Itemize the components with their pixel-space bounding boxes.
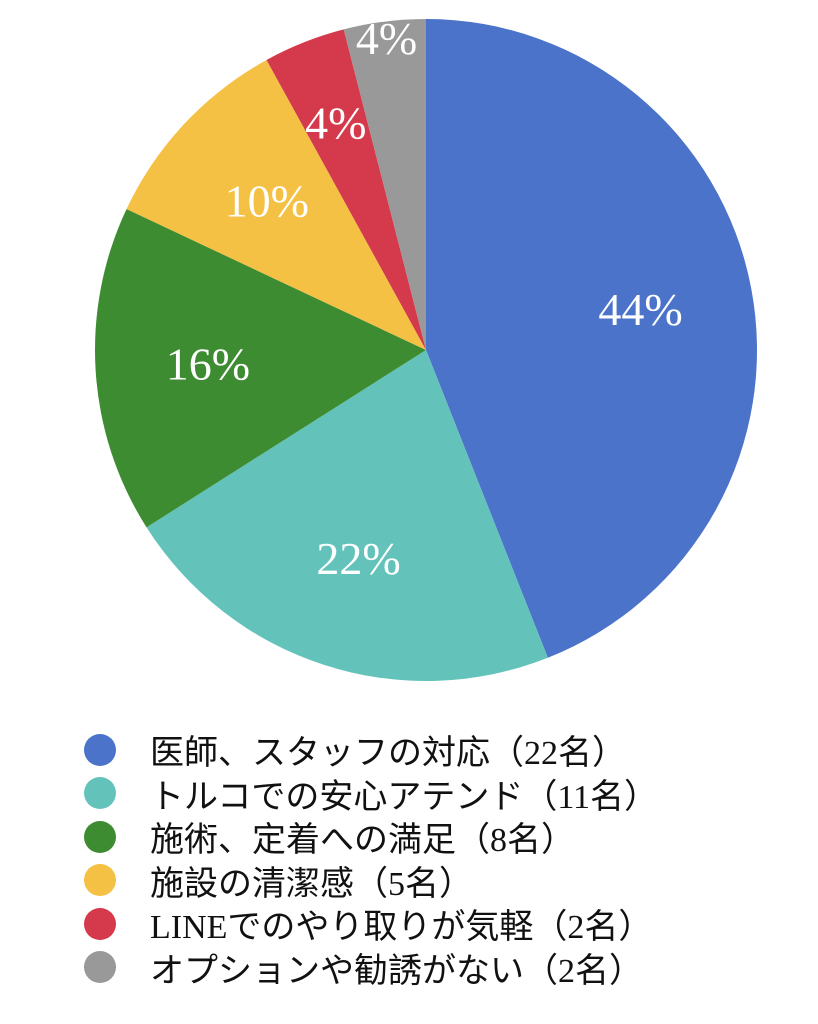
legend-label: LINEでのやり取りが気軽（2名） [150, 909, 653, 947]
legend-swatch [84, 777, 116, 810]
pie-slice [426, 19, 758, 658]
legend-label: オプションや勧誘がない（2名） [150, 952, 643, 990]
pie-slice [94, 209, 427, 528]
data-label: 16% [166, 339, 250, 390]
legend-label: 医師、スタッフの対応（22名） [150, 735, 626, 773]
data-label: 4% [356, 13, 417, 64]
legend-item: トルコでの安心アテンド（11名） [84, 772, 658, 816]
pie-slice [266, 29, 426, 350]
data-label: 44% [598, 284, 682, 335]
legend: 医師、スタッフの対応（22名） トルコでの安心アテンド（11名） 施術、定着への満足… [84, 728, 658, 990]
data-label: 22% [316, 533, 400, 584]
legend-item: オプションや勧誘がない（2名） [84, 946, 658, 990]
legend-item: LINEでのやり取りが気軽（2名） [84, 902, 658, 946]
legend-swatch [84, 907, 116, 940]
pie-chart: 44% 22% 16% 10% 4% 4% [94, 13, 758, 681]
data-label: 4% [305, 97, 366, 148]
legend-label: トルコでの安心アテンド（11名） [150, 778, 659, 816]
legend-item: 医師、スタッフの対応（22名） [84, 728, 658, 772]
data-label: 10% [225, 175, 309, 226]
legend-item: 施術、定着への満足（8名） [84, 815, 658, 859]
legend-swatch [84, 951, 116, 984]
legend-label: 施術、定着への満足（8名） [150, 822, 575, 860]
legend-swatch [84, 864, 116, 897]
legend-item: 施設の清潔感（5名） [84, 859, 658, 903]
pie-slice [146, 350, 548, 681]
legend-swatch [84, 733, 116, 766]
pie-slice [126, 59, 426, 350]
legend-label: 施設の清潔感（5名） [150, 865, 473, 903]
legend-swatch [84, 820, 116, 853]
pie-slice [343, 19, 426, 350]
